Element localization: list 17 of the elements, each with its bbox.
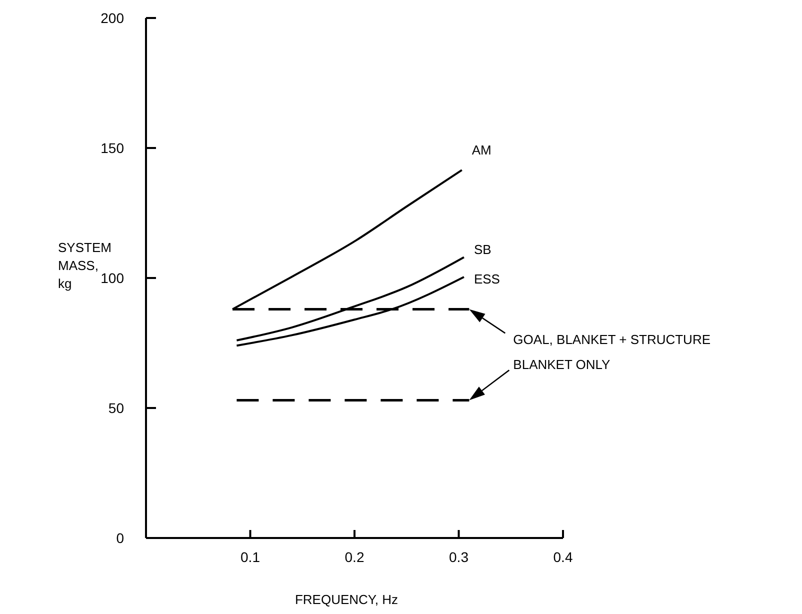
series-label: ESS xyxy=(474,272,500,287)
x-axis-title: FREQUENCY, Hz xyxy=(294,592,398,607)
x-tick-label: 0.2 xyxy=(344,549,364,565)
y-tick-label: 100 xyxy=(100,270,124,286)
annotation: GOAL, BLANKET + STRUCTURE xyxy=(513,332,711,347)
line-series xyxy=(236,256,465,342)
annotation: BLANKET ONLY xyxy=(513,356,611,372)
x-tick-label: 0.4 xyxy=(553,549,573,565)
y-tick-label: 50 xyxy=(108,400,124,416)
y-tick-label: 150 xyxy=(100,140,124,156)
x-tick-label: 0.3 xyxy=(449,549,469,565)
line-series xyxy=(236,276,465,347)
series-label: SB xyxy=(474,242,492,257)
series-label: AM xyxy=(472,142,492,158)
y-tick-label: 0 xyxy=(116,530,124,546)
y-tick-label: 200 xyxy=(100,10,124,26)
x-tick-label: 0.1 xyxy=(240,549,260,565)
